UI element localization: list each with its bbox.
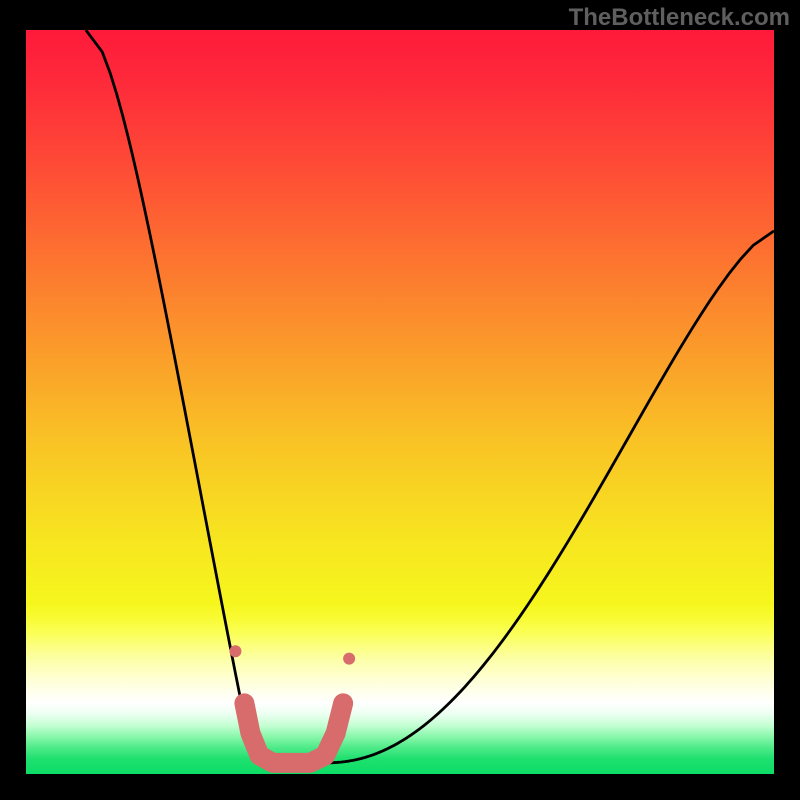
plot-area [26, 30, 774, 774]
figure-root: TheBottleneck.com [0, 0, 800, 800]
marker-dot [229, 645, 241, 657]
gradient-background [26, 30, 774, 774]
watermark-label: TheBottleneck.com [569, 4, 790, 32]
plot-svg [26, 30, 774, 774]
marker-dot [343, 653, 355, 665]
